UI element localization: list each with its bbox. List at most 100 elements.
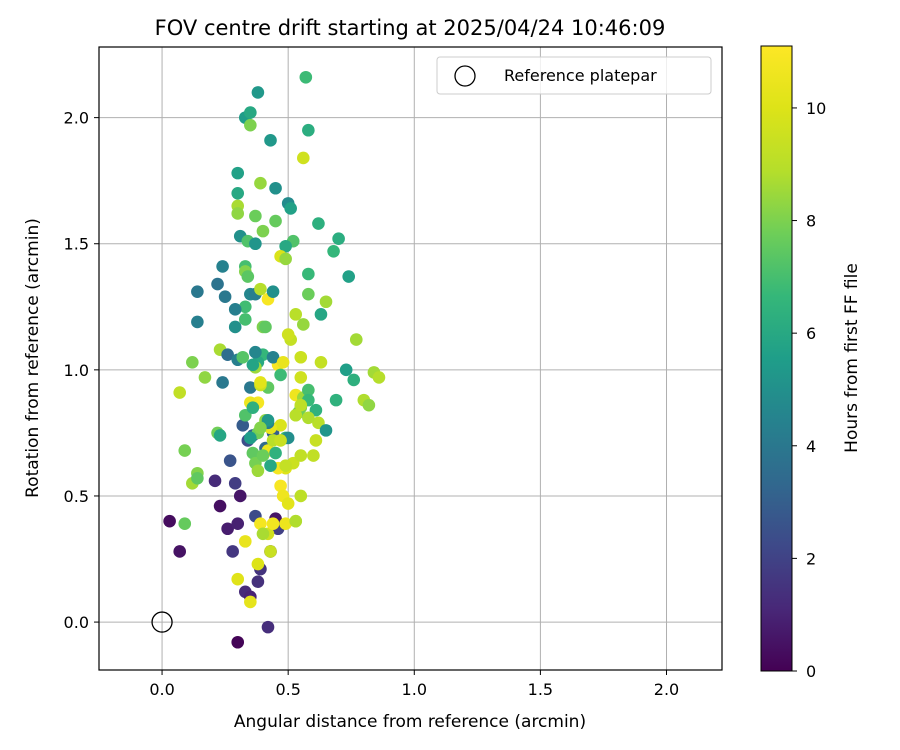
data-point (198, 371, 212, 384)
data-point (231, 186, 245, 200)
data-point (342, 270, 356, 283)
data-point (302, 383, 315, 397)
data-point (319, 295, 333, 309)
data-point (314, 308, 328, 321)
data-point (208, 474, 222, 488)
legend: Reference platepar (436, 56, 712, 95)
data-point (251, 575, 265, 589)
data-point (178, 517, 192, 531)
data-point (251, 557, 265, 571)
data-point (266, 285, 280, 298)
data-point (274, 419, 287, 432)
data-point (299, 70, 313, 84)
data-point (274, 479, 287, 493)
data-point (211, 277, 224, 291)
data-point (289, 514, 303, 528)
data-point (297, 318, 310, 331)
data-point (244, 431, 257, 445)
data-point (266, 517, 280, 531)
data-point (236, 419, 250, 432)
data-point (302, 267, 315, 281)
data-point (294, 489, 308, 503)
data-point (281, 328, 295, 341)
y-tick-label: 2.0 (64, 109, 89, 128)
data-point (228, 477, 242, 490)
data-point (274, 434, 287, 447)
data-point (236, 350, 250, 364)
data-point (261, 620, 275, 634)
data-point (302, 287, 315, 301)
data-point (269, 446, 282, 460)
data-point (264, 545, 277, 558)
data-point (218, 290, 232, 304)
data-point (191, 315, 204, 329)
y-tick-label: 1.0 (64, 361, 89, 380)
y-tick-label: 0.5 (64, 487, 89, 506)
data-point (221, 348, 234, 362)
data-point (259, 320, 272, 334)
data-point (281, 497, 295, 510)
legend-box (436, 56, 712, 95)
data-point (372, 371, 386, 384)
x-axis-ticks: 0.0 0.5 1.0 1.5 2.0 (149, 670, 679, 699)
x-tick-label: 2.0 (654, 680, 679, 699)
data-point (251, 86, 265, 99)
reference-marker (151, 611, 173, 633)
data-point (332, 232, 345, 245)
data-point (276, 355, 290, 369)
data-point (191, 472, 204, 485)
data-point (191, 285, 204, 298)
data-point (256, 527, 270, 541)
data-point (244, 381, 257, 394)
data-point (221, 522, 234, 536)
data-point (294, 449, 308, 462)
y-tick-label: 0.0 (64, 613, 89, 632)
data-point (314, 355, 328, 369)
data-point (231, 207, 245, 220)
data-point (238, 535, 252, 548)
data-point (238, 313, 252, 326)
data-point (339, 363, 353, 377)
data-point (347, 373, 361, 387)
colorbar-ticks: 0 2 4 6 8 10 (792, 99, 826, 681)
data-point (274, 368, 287, 382)
data-point (244, 106, 257, 119)
y-axis-ticks: 0.0 0.5 1.0 1.5 2.0 (64, 109, 99, 632)
data-point (327, 245, 340, 258)
data-point (254, 421, 267, 435)
data-point (289, 308, 303, 321)
data-point (213, 499, 227, 513)
data-point (213, 429, 227, 442)
data-point (279, 239, 292, 253)
data-point (309, 434, 323, 447)
data-point (238, 300, 252, 314)
data-point (349, 333, 363, 346)
data-point (228, 303, 242, 316)
y-axis-label: Rotation from reference (arcmin) (23, 218, 43, 498)
chart-title: FOV centre drift starting at 2025/04/24 … (155, 16, 666, 40)
x-axis-label: Angular distance from reference (arcmin) (234, 712, 586, 732)
data-point (297, 151, 310, 165)
data-point (231, 166, 245, 180)
x-tick-label: 0.0 (149, 680, 174, 699)
reference-platepar-point (151, 611, 173, 633)
data-point (319, 424, 333, 437)
data-point (307, 449, 320, 462)
data-point (228, 320, 242, 334)
data-point (244, 118, 257, 132)
data-point (186, 355, 199, 369)
data-point (163, 514, 176, 528)
data-point (231, 517, 245, 531)
legend-marker-icon (454, 65, 476, 87)
data-point (241, 270, 255, 283)
x-tick-label: 0.5 (275, 680, 300, 699)
data-point (251, 464, 265, 478)
data-point (269, 181, 282, 195)
data-point (266, 350, 280, 364)
data-point (329, 393, 343, 407)
data-point (264, 459, 277, 472)
data-point (302, 411, 315, 425)
colorbar-gradient (760, 45, 793, 672)
